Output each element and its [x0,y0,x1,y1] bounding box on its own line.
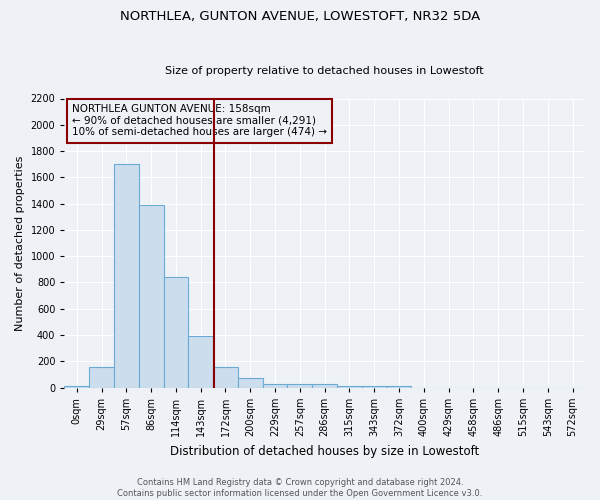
Bar [287,384,312,388]
Text: NORTHLEA, GUNTON AVENUE, LOWESTOFT, NR32 5DA: NORTHLEA, GUNTON AVENUE, LOWESTOFT, NR32… [120,10,480,23]
Bar [337,386,362,388]
Bar [164,277,188,388]
Text: NORTHLEA GUNTON AVENUE: 158sqm
← 90% of detached houses are smaller (4,291)
10% : NORTHLEA GUNTON AVENUE: 158sqm ← 90% of … [72,104,327,138]
Bar [386,386,412,388]
Bar [312,384,337,388]
Bar [238,378,263,388]
Bar [263,384,287,388]
X-axis label: Distribution of detached houses by size in Lowestoft: Distribution of detached houses by size … [170,444,479,458]
Bar [64,386,89,388]
Bar [188,336,213,388]
Bar [213,366,238,388]
Bar [89,368,114,388]
Y-axis label: Number of detached properties: Number of detached properties [15,156,25,331]
Text: Contains HM Land Registry data © Crown copyright and database right 2024.
Contai: Contains HM Land Registry data © Crown c… [118,478,482,498]
Bar [139,205,164,388]
Bar [362,386,386,388]
Title: Size of property relative to detached houses in Lowestoft: Size of property relative to detached ho… [166,66,484,76]
Bar [114,164,139,388]
